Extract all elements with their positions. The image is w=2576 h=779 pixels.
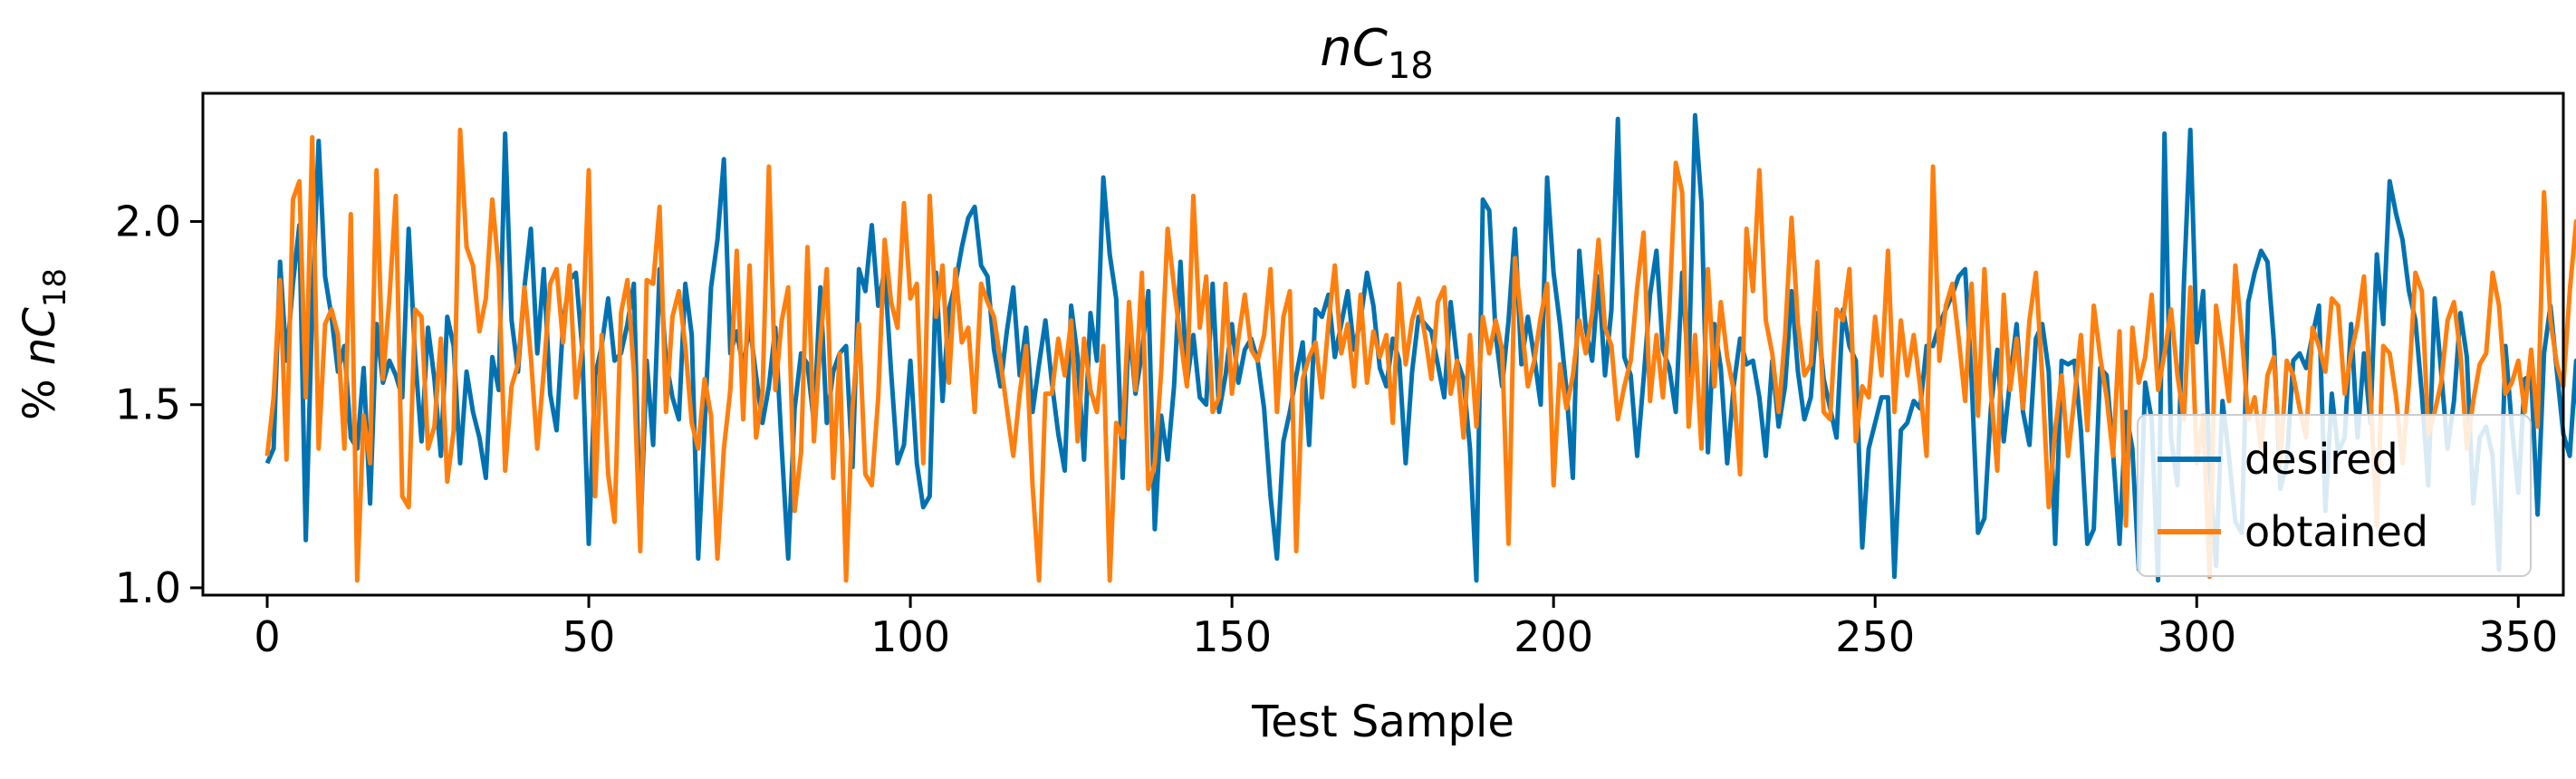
y-axis-label: % nC18 <box>14 268 73 420</box>
y-axis: 1.0 1.5 2.0 <box>115 197 203 612</box>
x-tick-label: 150 <box>1192 612 1272 661</box>
chart-title: nC18 <box>1320 19 1434 87</box>
x-tick-label: 350 <box>2478 612 2558 661</box>
chart-title-subscript: 18 <box>1388 45 1434 87</box>
x-tick-label: 50 <box>562 612 616 661</box>
x-tick-label: 200 <box>1514 612 1593 661</box>
series-layer <box>264 112 2576 583</box>
plot-frame <box>201 91 2565 597</box>
x-tick-label: 250 <box>1835 612 1915 661</box>
chart-title-base: nC <box>1320 19 1388 78</box>
legend-label-obtained: obtained <box>2244 507 2428 556</box>
x-axis: 0 50 100 150 200 250 300 350 <box>254 595 2558 661</box>
x-tick-label: 0 <box>254 612 280 661</box>
y-axis-label-subscript: 18 <box>37 268 73 307</box>
x-axis-label: Test Sample <box>1251 697 1514 747</box>
y-tick-label: 1.5 <box>115 380 181 429</box>
legend: desired obtained <box>2137 414 2532 577</box>
x-tick-label: 100 <box>870 612 950 661</box>
x-tick-label: 300 <box>2157 612 2236 661</box>
legend-label-desired: desired <box>2244 435 2398 484</box>
y-tick-label: 2.0 <box>115 197 181 246</box>
y-axis-label-base: nC <box>14 307 65 365</box>
series-line-obtained <box>264 127 2576 583</box>
y-tick-label: 1.0 <box>115 563 181 612</box>
y-axis-label-prefix: % <box>14 365 65 420</box>
legend-box <box>2137 414 2532 577</box>
